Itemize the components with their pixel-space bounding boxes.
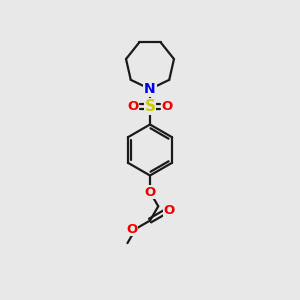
Text: O: O — [128, 100, 139, 113]
Text: N: N — [144, 82, 156, 96]
Text: S: S — [145, 99, 155, 114]
Text: O: O — [163, 204, 174, 217]
Text: O: O — [127, 223, 138, 236]
Text: O: O — [161, 100, 172, 113]
Text: O: O — [144, 185, 156, 199]
